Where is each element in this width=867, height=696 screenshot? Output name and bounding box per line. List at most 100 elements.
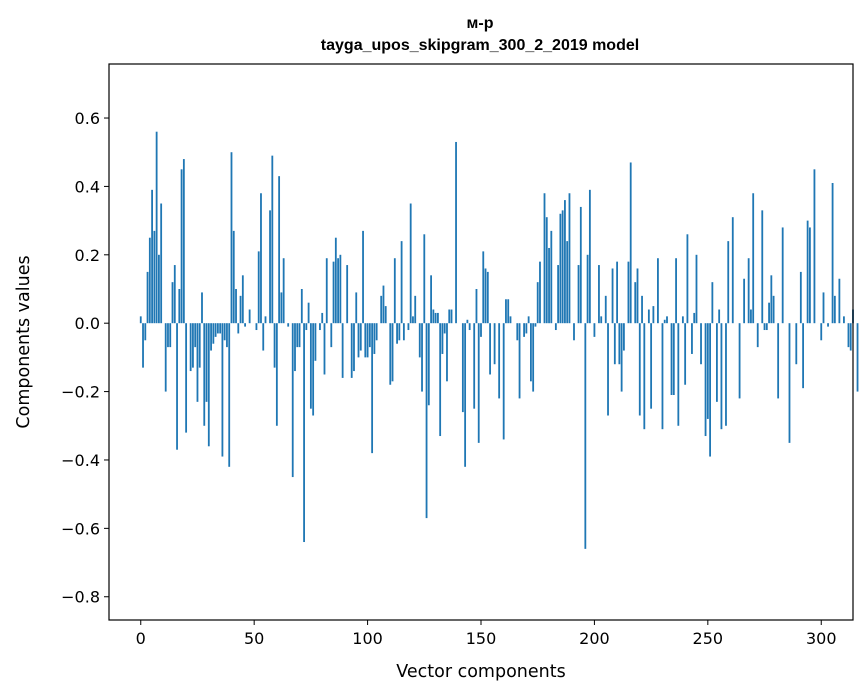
bars-group xyxy=(139,131,859,549)
bar-205 xyxy=(604,295,607,324)
bar-247 xyxy=(700,323,702,365)
bar-308 xyxy=(838,278,841,324)
bar-200 xyxy=(593,323,596,337)
bar-48 xyxy=(248,309,251,324)
bar-255 xyxy=(718,309,721,324)
bar-301 xyxy=(822,292,825,324)
bar-147 xyxy=(473,323,476,409)
y-axis-label: Components values xyxy=(14,255,34,428)
bar-5 xyxy=(151,189,153,324)
bar-169 xyxy=(523,323,525,337)
bar-142 xyxy=(461,323,464,413)
bar-312 xyxy=(847,323,850,348)
bar-40 xyxy=(230,152,233,324)
bar-102 xyxy=(371,323,374,454)
x-tick-label: 200 xyxy=(579,629,610,648)
bar-129 xyxy=(432,309,435,324)
bar-110 xyxy=(389,323,392,385)
bar-151 xyxy=(482,251,485,324)
bar-12 xyxy=(167,323,169,348)
bar-30 xyxy=(207,323,210,447)
bar-305 xyxy=(831,183,834,324)
bar-187 xyxy=(564,200,566,324)
bar-161 xyxy=(505,299,507,324)
bar-101 xyxy=(368,323,371,348)
bar-4 xyxy=(148,237,151,324)
bar-148 xyxy=(475,289,478,324)
bar-294 xyxy=(806,220,809,324)
bar-28 xyxy=(203,323,206,426)
y-tick-label: 0.0 xyxy=(75,314,100,333)
bar-136 xyxy=(448,309,451,324)
bar-91 xyxy=(346,265,349,324)
bar-158 xyxy=(498,323,501,399)
bar-278 xyxy=(770,275,773,324)
bar-31 xyxy=(210,323,212,351)
bar-289 xyxy=(795,323,798,365)
bar-152 xyxy=(484,268,487,324)
x-tick-label: 300 xyxy=(806,629,837,648)
bar-43 xyxy=(237,323,240,334)
bar-180 xyxy=(548,247,550,324)
bar-1 xyxy=(142,323,144,368)
bar-86 xyxy=(334,237,337,324)
bar-221 xyxy=(641,295,643,324)
bar-118 xyxy=(407,323,410,331)
bar-123 xyxy=(418,323,421,358)
bar-68 xyxy=(294,323,296,372)
bar-134 xyxy=(443,323,446,334)
bar-176 xyxy=(539,261,541,324)
bar-295 xyxy=(809,227,811,324)
bar-125 xyxy=(423,234,426,324)
bar-73 xyxy=(305,323,308,331)
y-tick-label: 0.4 xyxy=(75,177,100,196)
bar-87 xyxy=(337,258,339,324)
bar-37 xyxy=(223,323,226,341)
bar-113 xyxy=(396,323,398,344)
bar-14 xyxy=(171,282,174,324)
bar-163 xyxy=(509,316,512,324)
bar-144 xyxy=(466,319,469,324)
bar-174 xyxy=(534,323,537,327)
bar-310 xyxy=(843,316,845,324)
bar-15 xyxy=(173,265,176,324)
bar-209 xyxy=(613,323,616,365)
bar-11 xyxy=(164,323,167,392)
bar-189 xyxy=(568,193,571,324)
bar-80 xyxy=(321,312,324,324)
bar-115 xyxy=(400,241,403,324)
bar-128 xyxy=(430,275,432,324)
bar-127 xyxy=(427,323,430,406)
bar-58 xyxy=(271,155,274,324)
bar-228 xyxy=(657,258,659,324)
bar-108 xyxy=(384,306,387,324)
bar-306 xyxy=(833,295,836,324)
bar-45 xyxy=(241,275,244,324)
bar-96 xyxy=(357,323,360,358)
bar-33 xyxy=(214,323,217,337)
bar-69 xyxy=(296,323,299,348)
bar-276 xyxy=(765,323,768,331)
bar-179 xyxy=(545,217,548,324)
y-tick-label: −0.8 xyxy=(61,588,100,607)
bar-20 xyxy=(185,323,188,433)
bar-251 xyxy=(709,323,711,457)
bar-254 xyxy=(716,323,718,402)
bar-38 xyxy=(226,323,228,348)
bar-2 xyxy=(144,323,147,341)
bar-275 xyxy=(763,323,766,331)
x-tick-label: 0 xyxy=(136,629,146,648)
y-tick-label: −0.6 xyxy=(61,519,100,538)
bar-213 xyxy=(623,323,625,351)
chart-title-line1: м-р xyxy=(467,15,494,32)
bar-8 xyxy=(158,254,160,324)
bar-79 xyxy=(319,323,321,331)
y-tick-label: 0.2 xyxy=(75,246,100,265)
bar-258 xyxy=(725,323,727,426)
bar-133 xyxy=(441,323,444,354)
bar-63 xyxy=(282,258,285,324)
x-tick-label: 250 xyxy=(693,629,724,648)
bar-172 xyxy=(530,323,532,382)
bar-111 xyxy=(391,323,394,382)
bar-112 xyxy=(393,258,396,324)
